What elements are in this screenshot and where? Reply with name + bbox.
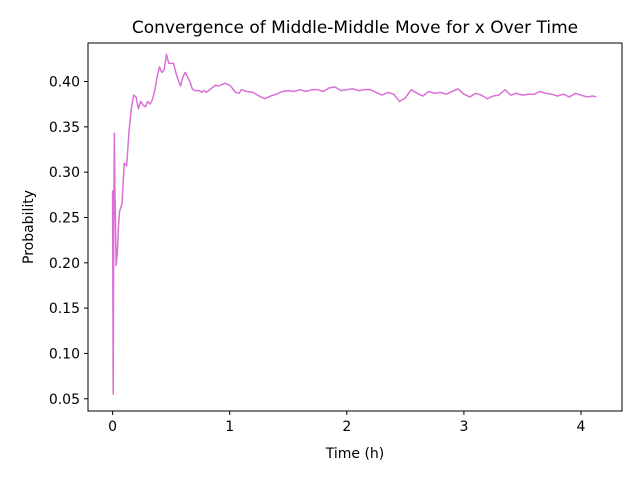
y-tick-label: 0.25 <box>49 210 80 226</box>
y-tick-label: 0.20 <box>49 256 80 272</box>
y-tick-label: 0.35 <box>49 120 80 136</box>
y-tick-label: 0.10 <box>49 346 80 362</box>
chart-title: Convergence of Middle-Middle Move for x … <box>132 18 578 38</box>
x-tick-label: 4 <box>577 419 586 435</box>
y-axis-ticks: 0.05 0.10 0.15 0.20 0.25 0.30 0.35 0.40 <box>49 75 88 408</box>
x-axis-ticks: 0 1 2 3 4 <box>108 411 586 435</box>
x-tick-label: 0 <box>108 419 117 435</box>
y-tick-label: 0.30 <box>49 165 80 181</box>
y-tick-label: 0.05 <box>49 392 80 408</box>
plot-area <box>111 53 597 395</box>
series-line-0 <box>111 53 597 395</box>
y-tick-label: 0.15 <box>49 301 80 317</box>
x-tick-label: 3 <box>459 419 468 435</box>
y-axis-label: Probability <box>21 190 37 264</box>
x-axis-label: Time (h) <box>325 446 385 462</box>
x-tick-label: 1 <box>225 419 234 435</box>
x-tick-label: 2 <box>342 419 351 435</box>
y-tick-label: 0.40 <box>49 75 80 91</box>
axes-frame <box>87 42 623 412</box>
